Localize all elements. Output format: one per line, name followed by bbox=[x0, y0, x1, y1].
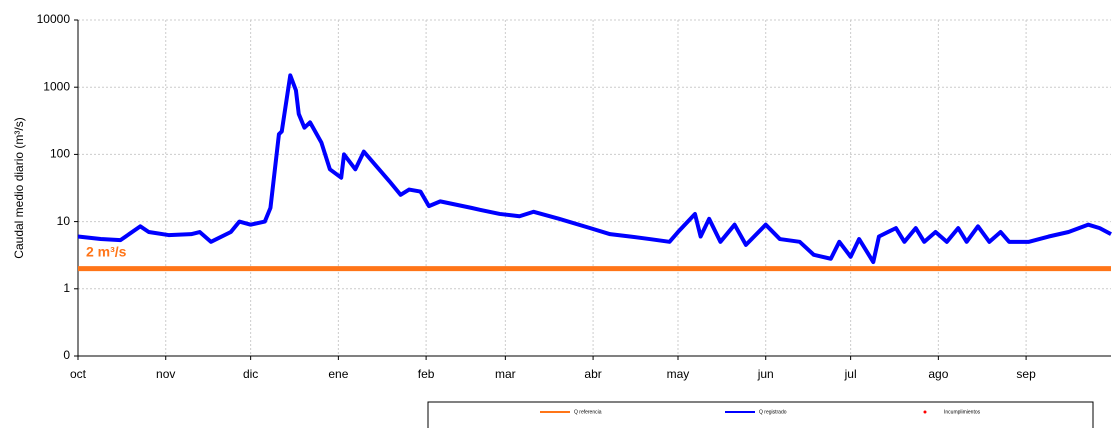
x-tick-label: mar bbox=[495, 367, 516, 381]
legend: Q referencia Q registrado Incumplimientos bbox=[540, 409, 981, 415]
x-tick-label: dic bbox=[243, 367, 258, 381]
series-line bbox=[77, 73, 1112, 265]
y-tick-label: 1 bbox=[63, 281, 70, 295]
x-tick-label: sep bbox=[1016, 367, 1036, 381]
annotation: 2 m³/s bbox=[86, 243, 127, 259]
y-tick-label: 10 bbox=[57, 214, 71, 228]
y-tick-label: 10000 bbox=[37, 12, 71, 26]
x-tick-label: oct bbox=[70, 367, 87, 381]
x-tick-label: may bbox=[667, 367, 690, 381]
x-tick-label: abr bbox=[584, 367, 601, 381]
legend-swatch bbox=[923, 410, 927, 414]
x-tick-label: nov bbox=[156, 367, 175, 381]
x-tick-label: ene bbox=[328, 367, 348, 381]
y-tick-label: 1000 bbox=[43, 79, 70, 93]
x-tick-label: feb bbox=[418, 367, 435, 381]
legend-label: Q referencia bbox=[574, 409, 602, 415]
y-axis-label: Caudal medio diario (m³/s) bbox=[12, 117, 26, 258]
x-tick-label: jul bbox=[844, 367, 857, 381]
x-tick-label: jun bbox=[757, 367, 774, 381]
y-tick-label: 0 bbox=[63, 348, 70, 362]
legend-label: Q registrado bbox=[759, 409, 787, 415]
y-tick-label: 100 bbox=[50, 147, 70, 161]
legend-label: Incumplimientos bbox=[944, 409, 981, 415]
x-tick-label: ago bbox=[928, 367, 948, 381]
